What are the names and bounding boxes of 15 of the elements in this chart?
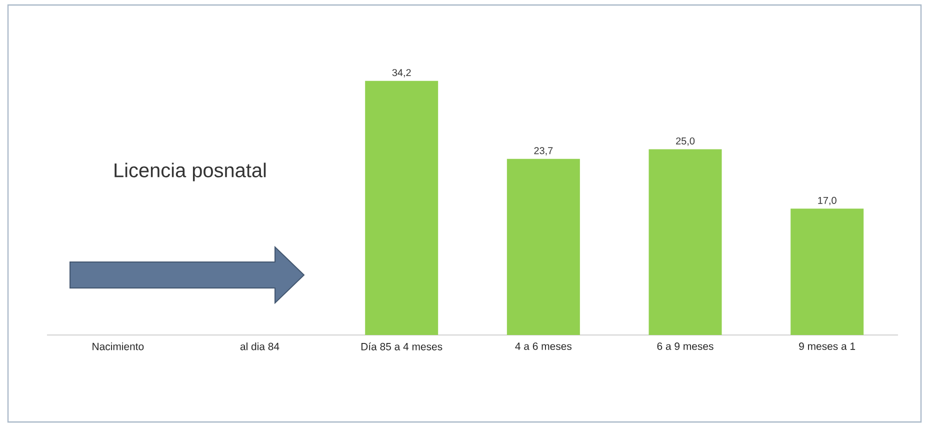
x-tick-label: al dia 84 [240, 342, 280, 350]
x-tick-label: 6 a 9 meses [657, 342, 714, 350]
x-tick-label: Día 85 a 4 meses [361, 342, 442, 350]
annotation: Licencia posnatal [114, 162, 266, 182]
data-label: 34,2 [392, 69, 411, 78]
bar [790, 208, 864, 335]
data-label: 25,0 [676, 137, 695, 146]
x-tick-label: 4 a 6 meses [515, 342, 572, 350]
data-label: 17,0 [818, 196, 836, 206]
bar [648, 149, 722, 335]
bar [365, 80, 438, 335]
x-tick-label: 9 meses a 1 [799, 342, 856, 350]
bar [506, 158, 580, 335]
data-label: 23,7 [534, 147, 553, 156]
x-tick-label: Nacimiento [92, 342, 144, 350]
